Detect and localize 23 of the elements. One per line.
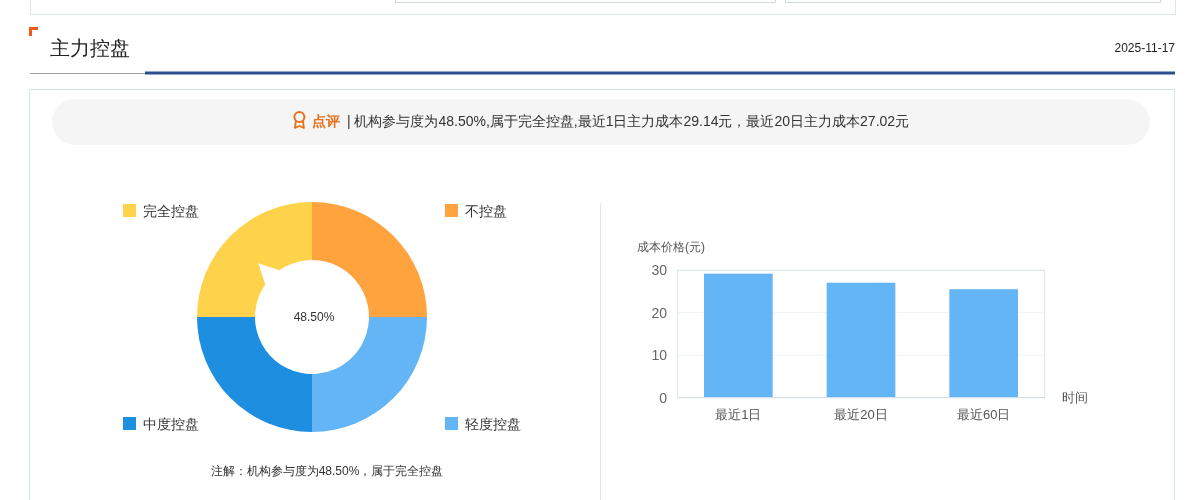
x-tick-label: 最近60日 — [956, 407, 1011, 422]
text: 注解：机构参与度为48.50%，属于完全控盘 — [210, 464, 444, 478]
x-axis-title: 时间 — [1062, 390, 1088, 405]
text: 点评 — [311, 113, 340, 129]
legend-item: 中度控盘 — [123, 416, 199, 432]
legend-label: 中度控盘 — [143, 416, 199, 432]
legend-item: 完全控盘 — [123, 203, 199, 219]
legend-label: 轻度控盘 — [465, 416, 521, 432]
legend-label: 完全控盘 — [143, 203, 199, 219]
y-tick-label: 30 — [651, 262, 668, 278]
y-tick-label: 20 — [651, 304, 668, 321]
text: | 机构参与度为48.50%,属于完全控盘,最近1日主力成本29.14元，最近20日主力成本27.02元 — [346, 113, 910, 129]
text: 主力控盘 — [50, 37, 130, 59]
y-tick-label: 0 — [659, 390, 668, 406]
legend-label: 不控盘 — [465, 203, 507, 219]
text: 2025-11-17 — [1114, 41, 1176, 55]
x-tick-label: 最近1日 — [715, 407, 762, 422]
legend-item: 轻度控盘 — [445, 416, 521, 432]
y-axis-title: 成本价格(元) — [637, 240, 705, 254]
x-tick-label: 最近20日 — [834, 407, 888, 422]
legend-item: 不控盘 — [445, 203, 507, 219]
text: 48.50% — [293, 310, 335, 324]
y-tick-label: 10 — [651, 347, 668, 364]
